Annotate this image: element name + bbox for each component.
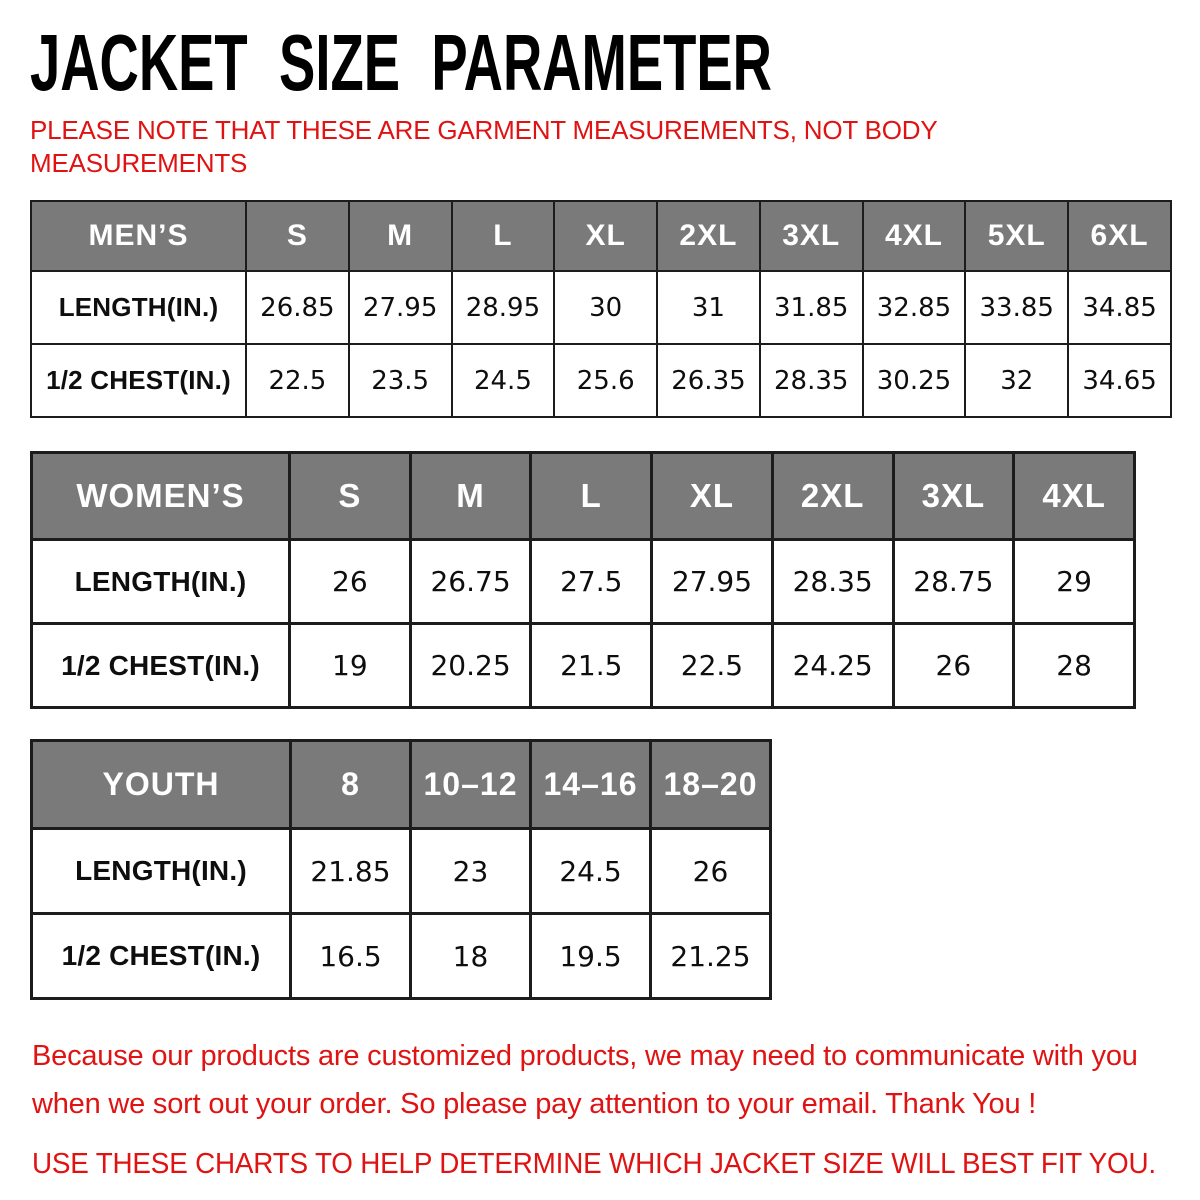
measurement-value: 28.35 bbox=[770, 538, 895, 625]
measurement-value: 28.95 bbox=[450, 270, 556, 345]
measurement-value: 26.35 bbox=[656, 343, 761, 418]
measurement-value: 30.25 bbox=[861, 343, 967, 418]
size-column-header: 18–20 bbox=[649, 739, 772, 830]
size-column-header: 2XL bbox=[770, 451, 895, 541]
header-row: MEN’S S M L XL 2XL 3XL 4XL 5XL 6XL bbox=[30, 200, 1172, 272]
page-title-text: JACKET SIZE PARAMETER bbox=[30, 18, 772, 107]
fit-advice-text: USE THESE CHARTS TO HELP DETERMINE WHICH… bbox=[32, 1148, 1156, 1180]
size-column-header: 2XL bbox=[656, 200, 761, 272]
table-title-womens: WOMEN’S bbox=[30, 451, 291, 541]
size-column-header: XL bbox=[650, 451, 774, 541]
size-column-header: 6XL bbox=[1067, 200, 1172, 272]
measurement-value: 21.5 bbox=[529, 622, 654, 709]
table-row: LENGTH(IN.) 21.85 23 24.5 26 bbox=[30, 827, 772, 915]
row-label: LENGTH(IN.) bbox=[30, 538, 291, 625]
measurement-value: 32.85 bbox=[861, 270, 967, 345]
size-column-header: M bbox=[408, 451, 533, 541]
header-row: WOMEN’S S M L XL 2XL 3XL 4XL bbox=[30, 451, 1136, 541]
measurement-value: 26 bbox=[288, 538, 412, 625]
measurement-value: 28.75 bbox=[891, 538, 1016, 625]
measurement-value: 23 bbox=[409, 827, 532, 915]
measurement-value: 26 bbox=[891, 622, 1016, 709]
row-label: 1/2 CHEST(IN.) bbox=[30, 912, 292, 1000]
measurement-value: 24.5 bbox=[450, 343, 556, 418]
measurement-value: 34.85 bbox=[1067, 270, 1172, 345]
measurement-value: 27.5 bbox=[529, 538, 654, 625]
row-label: LENGTH(IN.) bbox=[30, 827, 292, 915]
measurement-value: 26.75 bbox=[408, 538, 533, 625]
customized-products-note: Because our products are customized prod… bbox=[32, 1040, 1138, 1120]
size-column-header: M bbox=[347, 200, 453, 272]
measurement-value: 21.25 bbox=[649, 912, 772, 1000]
measurement-value: 34.65 bbox=[1067, 343, 1172, 418]
size-column-header: XL bbox=[553, 200, 659, 272]
size-column-header: L bbox=[529, 451, 654, 541]
size-column-header: 14–16 bbox=[529, 739, 652, 830]
size-column-header: 10–12 bbox=[409, 739, 532, 830]
measurement-value: 22.5 bbox=[245, 343, 350, 418]
measurement-value: 19.5 bbox=[529, 912, 652, 1000]
measurement-value: 31.85 bbox=[758, 270, 864, 345]
measurement-value: 30 bbox=[553, 270, 659, 345]
measurement-value: 19 bbox=[288, 622, 412, 709]
page-title: JACKET SIZE PARAMETER bbox=[30, 18, 1172, 107]
measurement-value: 27.95 bbox=[650, 538, 774, 625]
measurement-value: 29 bbox=[1012, 538, 1136, 625]
measurement-value: 32 bbox=[964, 343, 1070, 418]
measurement-value: 24.25 bbox=[770, 622, 895, 709]
size-table-mens: MEN’S S M L XL 2XL 3XL 4XL 5XL 6XL LENGTH(IN.) 26.8… bbox=[30, 200, 1172, 418]
measurement-value: 16.5 bbox=[289, 912, 412, 1000]
fit-advice-note: USE THESE CHARTS TO HELP DETERMINE WHICH… bbox=[32, 1148, 1172, 1181]
row-label: LENGTH(IN.) bbox=[30, 270, 247, 345]
size-column-header: 3XL bbox=[891, 451, 1016, 541]
size-tables: MEN’S S M L XL 2XL 3XL 4XL 5XL 6XL LENGTH(IN.) 26.8… bbox=[30, 200, 1172, 1000]
size-column-header: 4XL bbox=[861, 200, 967, 272]
size-table-womens: WOMEN’S S M L XL 2XL 3XL 4XL LENGTH(IN.) 26 26.75 2… bbox=[30, 451, 1136, 709]
measurement-value: 20.25 bbox=[408, 622, 533, 709]
measurement-value: 24.5 bbox=[529, 827, 652, 915]
size-column-header: 4XL bbox=[1012, 451, 1136, 541]
size-column-header: S bbox=[245, 200, 350, 272]
table-row: 1/2 CHEST(IN.) 16.5 18 19.5 21.25 bbox=[30, 912, 772, 1000]
measurement-value: 28 bbox=[1012, 622, 1136, 709]
table-row: LENGTH(IN.) 26.85 27.95 28.95 30 31 31.85 32.85… bbox=[30, 270, 1172, 345]
row-label: 1/2 CHEST(IN.) bbox=[30, 343, 247, 418]
measurement-value: 33.85 bbox=[964, 270, 1070, 345]
table-row: LENGTH(IN.) 26 26.75 27.5 27.95 28.35 28.75 29 bbox=[30, 538, 1136, 625]
measurement-value: 25.6 bbox=[553, 343, 659, 418]
measurement-value: 26 bbox=[649, 827, 772, 915]
size-column-header: 5XL bbox=[964, 200, 1070, 272]
row-label: 1/2 CHEST(IN.) bbox=[30, 622, 291, 709]
garment-measurements-note: PLEASE NOTE THAT THESE ARE GARMENT MEASU… bbox=[30, 115, 938, 178]
measurement-value: 28.35 bbox=[758, 343, 864, 418]
header-row: YOUTH 8 10–12 14–16 18–20 bbox=[30, 739, 772, 830]
measurement-value: 23.5 bbox=[347, 343, 453, 418]
measurement-value: 31 bbox=[656, 270, 761, 345]
size-column-header: L bbox=[450, 200, 556, 272]
table-row: 1/2 CHEST(IN.) 19 20.25 21.5 22.5 24.25 26 28 bbox=[30, 622, 1136, 709]
measurement-value: 27.95 bbox=[347, 270, 453, 345]
size-column-header: S bbox=[288, 451, 412, 541]
size-column-header: 8 bbox=[289, 739, 412, 830]
measurement-value: 22.5 bbox=[650, 622, 774, 709]
measurement-value: 18 bbox=[409, 912, 532, 1000]
table-title-youth: YOUTH bbox=[30, 739, 292, 830]
size-table-youth: YOUTH 8 10–12 14–16 18–20 LENGTH(IN.) 21.85 23 2… bbox=[30, 739, 772, 1000]
size-column-header: 3XL bbox=[758, 200, 864, 272]
measurement-value: 26.85 bbox=[245, 270, 350, 345]
table-title-mens: MEN’S bbox=[30, 200, 247, 272]
table-row: 1/2 CHEST(IN.) 22.5 23.5 24.5 25.6 26.35 28.35… bbox=[30, 343, 1172, 418]
measurement-value: 21.85 bbox=[289, 827, 412, 915]
